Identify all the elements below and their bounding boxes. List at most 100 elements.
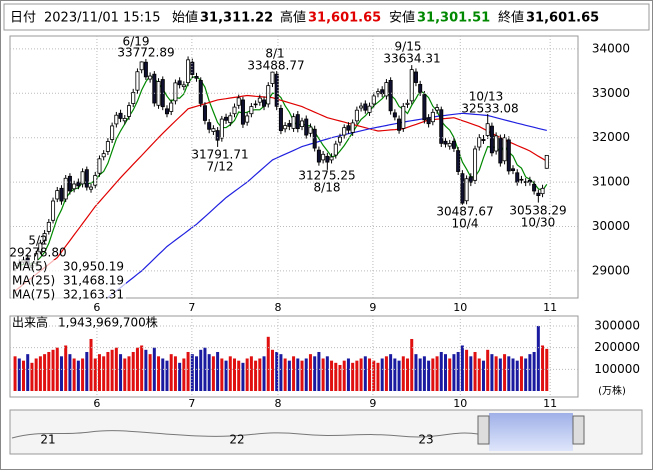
- price-plot: [13, 56, 549, 298]
- legend-value: 31,468.19: [63, 274, 124, 288]
- volume-bar: [157, 356, 161, 391]
- volume-tick-label: 100000: [594, 362, 640, 376]
- volume-bar: [359, 358, 363, 391]
- volume-bar: [279, 354, 283, 391]
- candle-body: [511, 168, 516, 171]
- candle-body: [80, 171, 85, 185]
- legend-bg: [11, 274, 126, 288]
- candle-body: [329, 156, 334, 161]
- candle-body: [249, 106, 254, 115]
- candle-body: [198, 80, 203, 104]
- candle-body: [143, 61, 148, 78]
- candle-body: [498, 137, 503, 164]
- legend-name: MA(5): [12, 260, 48, 274]
- volume-plot: [13, 325, 549, 391]
- annotation: 10/30: [521, 216, 556, 230]
- volume-bar: [224, 360, 228, 391]
- volume-bar: [330, 360, 334, 391]
- legend-bg: [11, 288, 126, 302]
- volume-bar: [410, 338, 414, 391]
- candle-body: [342, 127, 347, 136]
- candle-body: [468, 176, 473, 183]
- candle-body: [38, 242, 43, 253]
- volume-bar: [270, 349, 274, 391]
- volume-bar: [422, 356, 426, 391]
- candle-body: [122, 118, 127, 122]
- x-tick-label: 9: [369, 397, 376, 410]
- volume-bar: [186, 351, 190, 391]
- volume-bar: [317, 351, 321, 391]
- annotation: 33488.77: [247, 59, 304, 73]
- volume-bar: [220, 358, 224, 391]
- candle-body: [397, 118, 402, 131]
- volume-bar: [30, 362, 34, 391]
- y-tick-label: 32000: [592, 130, 630, 144]
- volume-bar: [89, 338, 93, 391]
- annotation: 32533.08: [461, 102, 518, 116]
- volume-bar: [384, 356, 388, 391]
- volume-bar: [55, 347, 59, 391]
- volume-total: 1,943,969,700株: [58, 315, 158, 330]
- candle-body: [169, 102, 174, 112]
- volume-bar: [26, 354, 30, 391]
- candle-body: [544, 154, 549, 169]
- volume-bar: [106, 351, 110, 391]
- annotation: 31275.25: [298, 169, 355, 183]
- candle-body: [447, 143, 452, 147]
- volume-bar: [507, 356, 511, 391]
- navigator-handle-right[interactable]: [572, 415, 585, 445]
- volume-bar: [481, 360, 485, 391]
- candle-body: [173, 82, 178, 102]
- candle-body: [515, 172, 520, 183]
- candle-body: [118, 112, 123, 119]
- volume-bar: [43, 354, 47, 391]
- candle-body: [270, 71, 275, 84]
- candle-body: [300, 120, 305, 127]
- volume-bar: [304, 358, 308, 391]
- candle-body: [308, 126, 313, 134]
- low-label: 安値: [389, 10, 415, 26]
- navigator-handle-left[interactable]: [477, 415, 490, 445]
- date: 2023/11/01 15:15: [44, 11, 161, 26]
- legend-name: MA(25): [12, 274, 55, 288]
- x-tick-label: 6: [93, 397, 100, 410]
- candle-body: [84, 169, 89, 188]
- volume-bar: [195, 356, 199, 391]
- x-tick-label: 11: [543, 301, 557, 314]
- high: 31,601.65: [308, 11, 381, 26]
- candle-body: [473, 148, 478, 181]
- candle-body: [413, 71, 418, 83]
- candle-body: [489, 125, 494, 154]
- candle-body: [401, 105, 406, 129]
- candle-body: [451, 140, 456, 149]
- close: 31,601.65: [526, 11, 599, 26]
- volume-bar: [110, 349, 114, 391]
- candle-body: [127, 105, 132, 117]
- candle-body: [388, 80, 393, 112]
- candle-body: [325, 155, 330, 163]
- ma-line: [14, 94, 548, 292]
- annotation: 5/2: [28, 234, 47, 248]
- candle-body: [89, 186, 94, 190]
- volume-bar: [519, 356, 523, 391]
- candle-body: [312, 128, 317, 149]
- volume-bar: [81, 358, 85, 391]
- candle-body: [46, 221, 51, 232]
- candle-body: [371, 95, 376, 105]
- volume-bar: [515, 360, 519, 391]
- volume-bar: [190, 354, 194, 391]
- volume-bar: [64, 345, 68, 391]
- open: 31,311.22: [200, 11, 273, 26]
- candle-body: [392, 112, 397, 118]
- candle-body: [211, 128, 216, 132]
- navigator-label: 21: [40, 433, 55, 447]
- volume-bar: [418, 358, 422, 391]
- volume-bar: [431, 358, 435, 391]
- candle-body: [523, 181, 528, 183]
- candle-body: [375, 91, 380, 95]
- candle-body: [253, 103, 258, 106]
- candle-body: [93, 175, 98, 186]
- volume-bar: [211, 356, 215, 391]
- navigator-range[interactable]: [489, 413, 573, 451]
